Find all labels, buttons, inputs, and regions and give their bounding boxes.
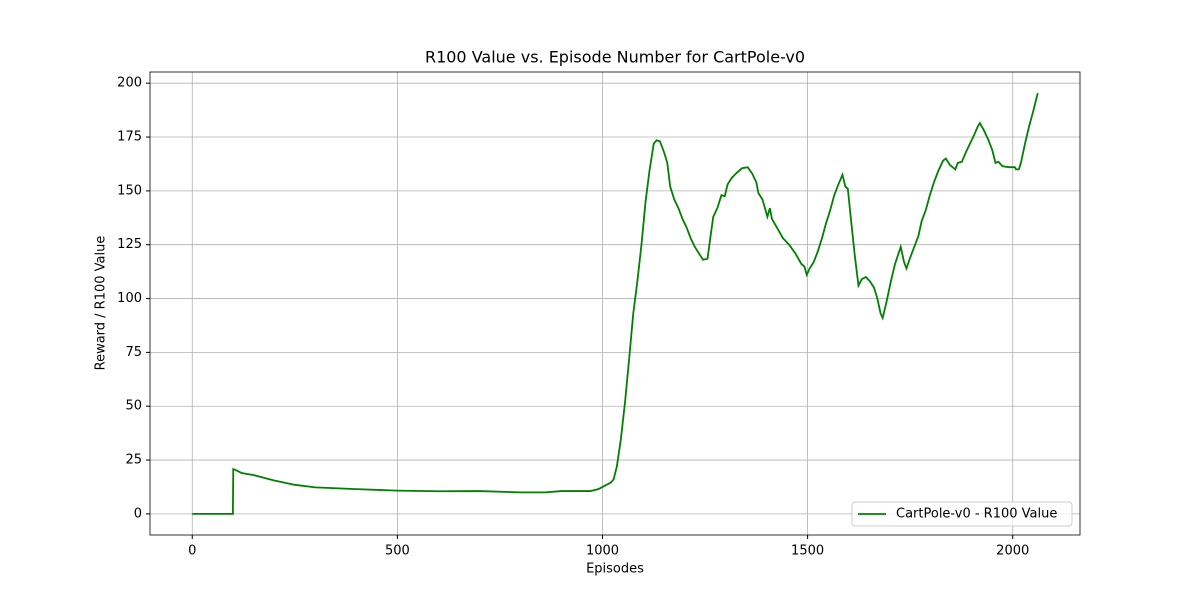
y-tick-label: 0 (134, 506, 142, 521)
y-tick-label: 150 (117, 183, 142, 198)
y-axis-label: Reward / R100 Value (94, 236, 109, 371)
x-tick-label: 1500 (791, 544, 824, 559)
legend-box (851, 501, 1073, 527)
y-tick-label: 175 (117, 130, 142, 145)
y-tick-label: 125 (117, 237, 142, 252)
y-tick-label: 200 (117, 76, 142, 91)
data-line (192, 92, 1039, 515)
x-tick-label: 500 (385, 544, 410, 559)
y-tick-label: 25 (125, 453, 142, 468)
x-tick-label: 1000 (586, 544, 619, 559)
chart-title: R100 Value vs. Episode Number for CartPo… (425, 48, 805, 67)
legend-label: CartPole-v0 - R100 Value (896, 507, 1057, 522)
x-axis-label: Episodes (586, 562, 644, 577)
y-tick-label: 75 (125, 345, 142, 360)
x-tick-label: 0 (188, 544, 196, 559)
y-tick-label: 100 (117, 291, 142, 306)
x-tick-label: 2000 (996, 544, 1029, 559)
plot-frame (149, 71, 1081, 536)
y-tick-label: 50 (125, 399, 142, 414)
